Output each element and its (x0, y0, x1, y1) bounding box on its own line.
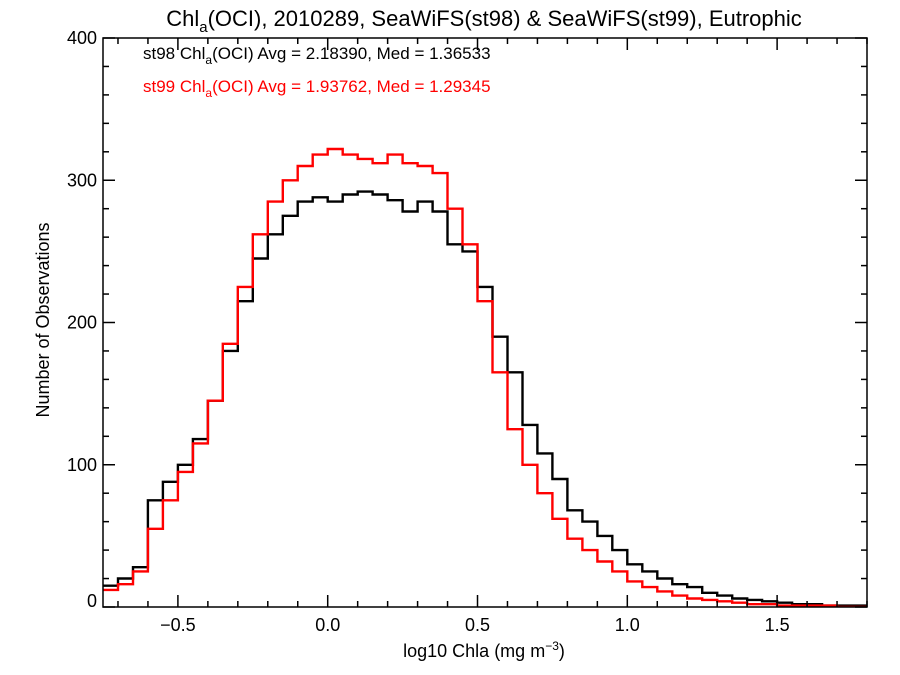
x-tick-label: 1.0 (615, 615, 640, 635)
annotation-st99: st99 Chla(OCI) Avg = 1.93762, Med = 1.29… (143, 77, 491, 100)
x-tick-label: −0.5 (160, 615, 196, 635)
y-axis-label: Number of Observations (33, 222, 53, 417)
y-tick-label: 200 (67, 313, 97, 333)
x-tick-labels: −0.5 0.0 0.5 1.0 1.5 (160, 615, 790, 635)
y-tick-label: 0 (87, 591, 97, 611)
x-axis-label: log10 Chla (mg m−3) (403, 639, 565, 661)
y-tick-label: 300 (67, 170, 97, 190)
y-tick-label: 400 (67, 28, 97, 48)
annotation-st98: st98 Chla(OCI) Avg = 2.18390, Med = 1.36… (143, 44, 491, 67)
series-line-2 (103, 147, 867, 607)
chart-title: Chla(OCI), 2010289, SeaWiFS(st98) & SeaW… (166, 6, 802, 36)
y-tick-label: 100 (67, 455, 97, 475)
x-tick-label: 0.0 (315, 615, 340, 635)
y-tick-labels: 0 100 200 300 400 (67, 28, 97, 611)
x-tick-label: 1.5 (765, 615, 790, 635)
x-tick-label: 0.5 (465, 615, 490, 635)
plot-frame (102, 37, 868, 608)
series-layer (103, 147, 867, 607)
